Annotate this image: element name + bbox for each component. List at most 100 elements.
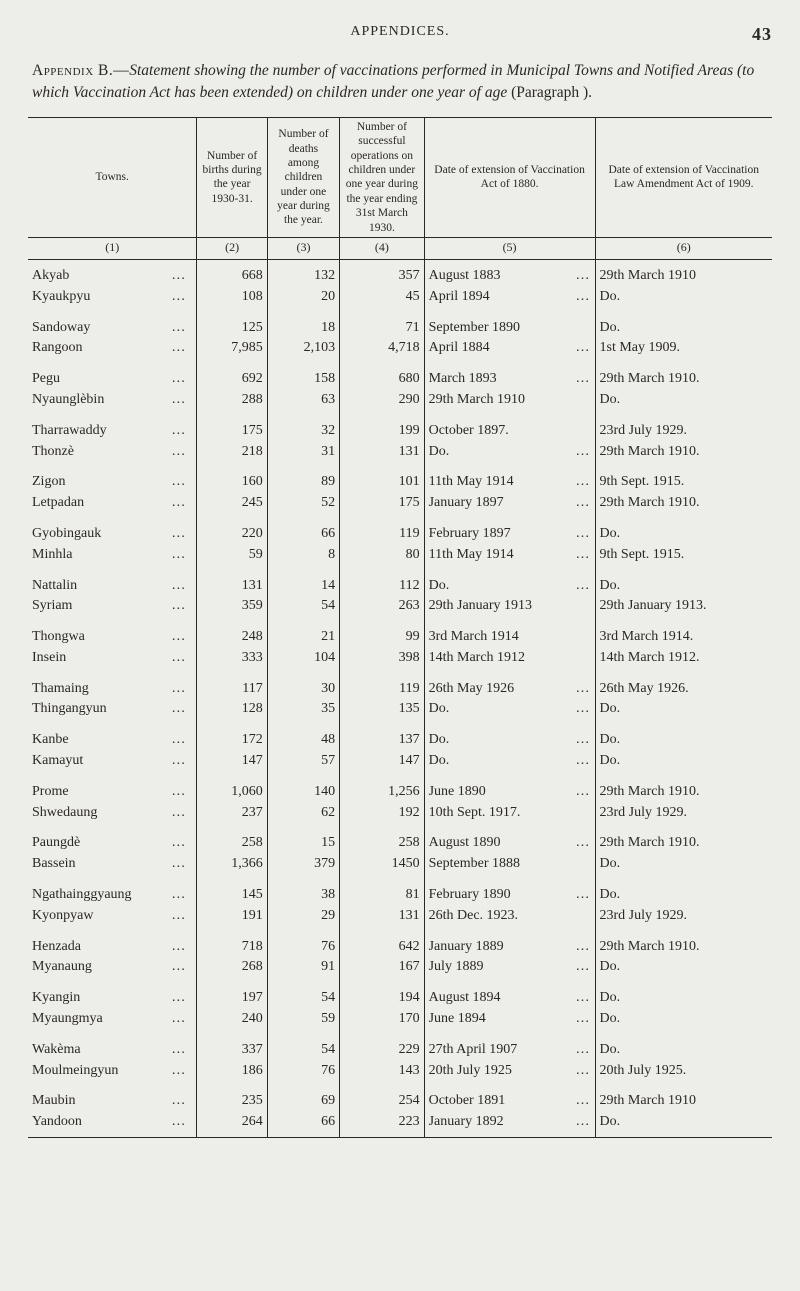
leader-dots: … bbox=[167, 1063, 192, 1080]
ext-text: Do. bbox=[429, 701, 450, 718]
cell-c3: 8 bbox=[267, 545, 339, 570]
cell-ext-1909: Do. bbox=[595, 518, 772, 545]
ext-text: March 1893 bbox=[429, 371, 497, 388]
cell-ext-1909: 29th March 1910. bbox=[595, 493, 772, 518]
cell-town: Gyobingauk… bbox=[28, 518, 197, 545]
cell-c4: 229 bbox=[340, 1034, 424, 1061]
cell-town: Moulmeingyun… bbox=[28, 1061, 197, 1086]
leader-dots: … bbox=[167, 444, 192, 461]
cell-c2: 359 bbox=[197, 596, 267, 621]
town-name: Myanaung bbox=[32, 959, 92, 976]
cell-c2: 131 bbox=[197, 570, 267, 597]
town-name: Myaungmya bbox=[32, 1011, 103, 1028]
cell-town: Kyonpyaw… bbox=[28, 906, 197, 931]
table-row: Paungdè…25815258August 1890…29th March 1… bbox=[28, 827, 772, 854]
cell-town: Yandoon… bbox=[28, 1112, 197, 1137]
cell-ext-1880: 29th January 1913 bbox=[424, 596, 595, 621]
cell-c4: 223 bbox=[340, 1112, 424, 1137]
leader-dots: … bbox=[572, 753, 591, 770]
cell-ext-1880: August 1890… bbox=[424, 827, 595, 854]
cell-c3: 20 bbox=[267, 287, 339, 312]
cell-ext-1880: 3rd March 1914 bbox=[424, 621, 595, 648]
cell-town: Thamaing… bbox=[28, 673, 197, 700]
town-name: Maubin bbox=[32, 1093, 76, 1110]
cell-c4: 119 bbox=[340, 673, 424, 700]
ext-text: October 1897. bbox=[429, 423, 509, 440]
cell-c4: 258 bbox=[340, 827, 424, 854]
leader-dots: … bbox=[167, 1011, 192, 1028]
cell-ext-1909: Do. bbox=[595, 751, 772, 776]
cell-c2: 333 bbox=[197, 648, 267, 673]
town-name: Sandoway bbox=[32, 320, 90, 337]
cell-c4: 642 bbox=[340, 931, 424, 958]
table-row: Thingangyun…12835135Do.…Do. bbox=[28, 699, 772, 724]
town-name: Kyangin bbox=[32, 990, 80, 1007]
col-index-6: (6) bbox=[595, 237, 772, 259]
table-row: Henzada…71876642January 1889…29th March … bbox=[28, 931, 772, 958]
cell-town: Rangoon… bbox=[28, 338, 197, 363]
cell-town: Nyaunglèbin… bbox=[28, 390, 197, 415]
cell-ext-1880: January 1897… bbox=[424, 493, 595, 518]
cell-c3: 15 bbox=[267, 827, 339, 854]
cell-ext-1909: Do. bbox=[595, 957, 772, 982]
col-index-4: (4) bbox=[340, 237, 424, 259]
ext-text: 29th March 1910 bbox=[429, 392, 525, 409]
ext-text: July 1889 bbox=[429, 959, 484, 976]
town-name: Kyonpyaw bbox=[32, 908, 93, 925]
ext-text: June 1890 bbox=[429, 784, 486, 801]
cell-c4: 199 bbox=[340, 415, 424, 442]
ext-text: 29th January 1913 bbox=[429, 598, 532, 615]
cell-c2: 160 bbox=[197, 466, 267, 493]
town-name: Bassein bbox=[32, 856, 76, 873]
cell-c2: 59 bbox=[197, 545, 267, 570]
leader-dots: … bbox=[167, 495, 192, 512]
cell-c3: 63 bbox=[267, 390, 339, 415]
ext-text: October 1891 bbox=[429, 1093, 506, 1110]
cell-town: Thingangyun… bbox=[28, 699, 197, 724]
cell-c2: 235 bbox=[197, 1085, 267, 1112]
town-name: Thonzè bbox=[32, 444, 74, 461]
town-name: Thamaing bbox=[32, 681, 89, 698]
running-header: APPENDICES. 43 bbox=[28, 24, 772, 50]
cell-ext-1909: 9th Sept. 1915. bbox=[595, 545, 772, 570]
ext-text: Do. bbox=[429, 732, 450, 749]
cell-c4: 71 bbox=[340, 312, 424, 339]
leader-dots: … bbox=[167, 392, 192, 409]
cell-ext-1880: January 1892… bbox=[424, 1112, 595, 1137]
cell-c2: 191 bbox=[197, 906, 267, 931]
cell-ext-1909: 23rd July 1929. bbox=[595, 803, 772, 828]
cell-c2: 718 bbox=[197, 931, 267, 958]
town-name: Syriam bbox=[32, 598, 72, 615]
vaccination-table: Towns. Number of births during the year … bbox=[28, 117, 772, 1138]
leader-dots: … bbox=[167, 784, 192, 801]
ext-text: January 1892 bbox=[429, 1114, 504, 1131]
cell-c3: 66 bbox=[267, 518, 339, 545]
town-name: Gyobingauk bbox=[32, 526, 101, 543]
cell-c2: 240 bbox=[197, 1009, 267, 1034]
cell-c3: 132 bbox=[267, 259, 339, 286]
cell-ext-1880: August 1883… bbox=[424, 259, 595, 286]
cell-ext-1880: 11th May 1914… bbox=[424, 545, 595, 570]
cell-c2: 145 bbox=[197, 879, 267, 906]
cell-town: Sandoway… bbox=[28, 312, 197, 339]
cell-ext-1880: Do.… bbox=[424, 699, 595, 724]
cell-ext-1909: 1st May 1909. bbox=[595, 338, 772, 363]
cell-ext-1909: Do. bbox=[595, 879, 772, 906]
cell-ext-1909: 29th March 1910. bbox=[595, 931, 772, 958]
cell-town: Akyab… bbox=[28, 259, 197, 286]
table-row: Maubin…23569254October 1891…29th March 1… bbox=[28, 1085, 772, 1112]
table-row: Shwedaung…2376219210th Sept. 1917.23rd J… bbox=[28, 803, 772, 828]
cell-c4: 167 bbox=[340, 957, 424, 982]
leader-dots: … bbox=[167, 887, 192, 904]
cell-ext-1880: 29th March 1910 bbox=[424, 390, 595, 415]
cell-c4: 680 bbox=[340, 363, 424, 390]
ext-text: September 1890 bbox=[429, 320, 520, 337]
leader-dots: … bbox=[167, 939, 192, 956]
table-row: Akyab…668132357August 1883…29th March 19… bbox=[28, 259, 772, 286]
cell-ext-1909: 9th Sept. 1915. bbox=[595, 466, 772, 493]
cell-town: Zigon… bbox=[28, 466, 197, 493]
cell-c2: 172 bbox=[197, 724, 267, 751]
table-row: Thamaing…1173011926th May 1926…26th May … bbox=[28, 673, 772, 700]
leader-dots: … bbox=[167, 1042, 192, 1059]
cell-c2: 1,060 bbox=[197, 776, 267, 803]
